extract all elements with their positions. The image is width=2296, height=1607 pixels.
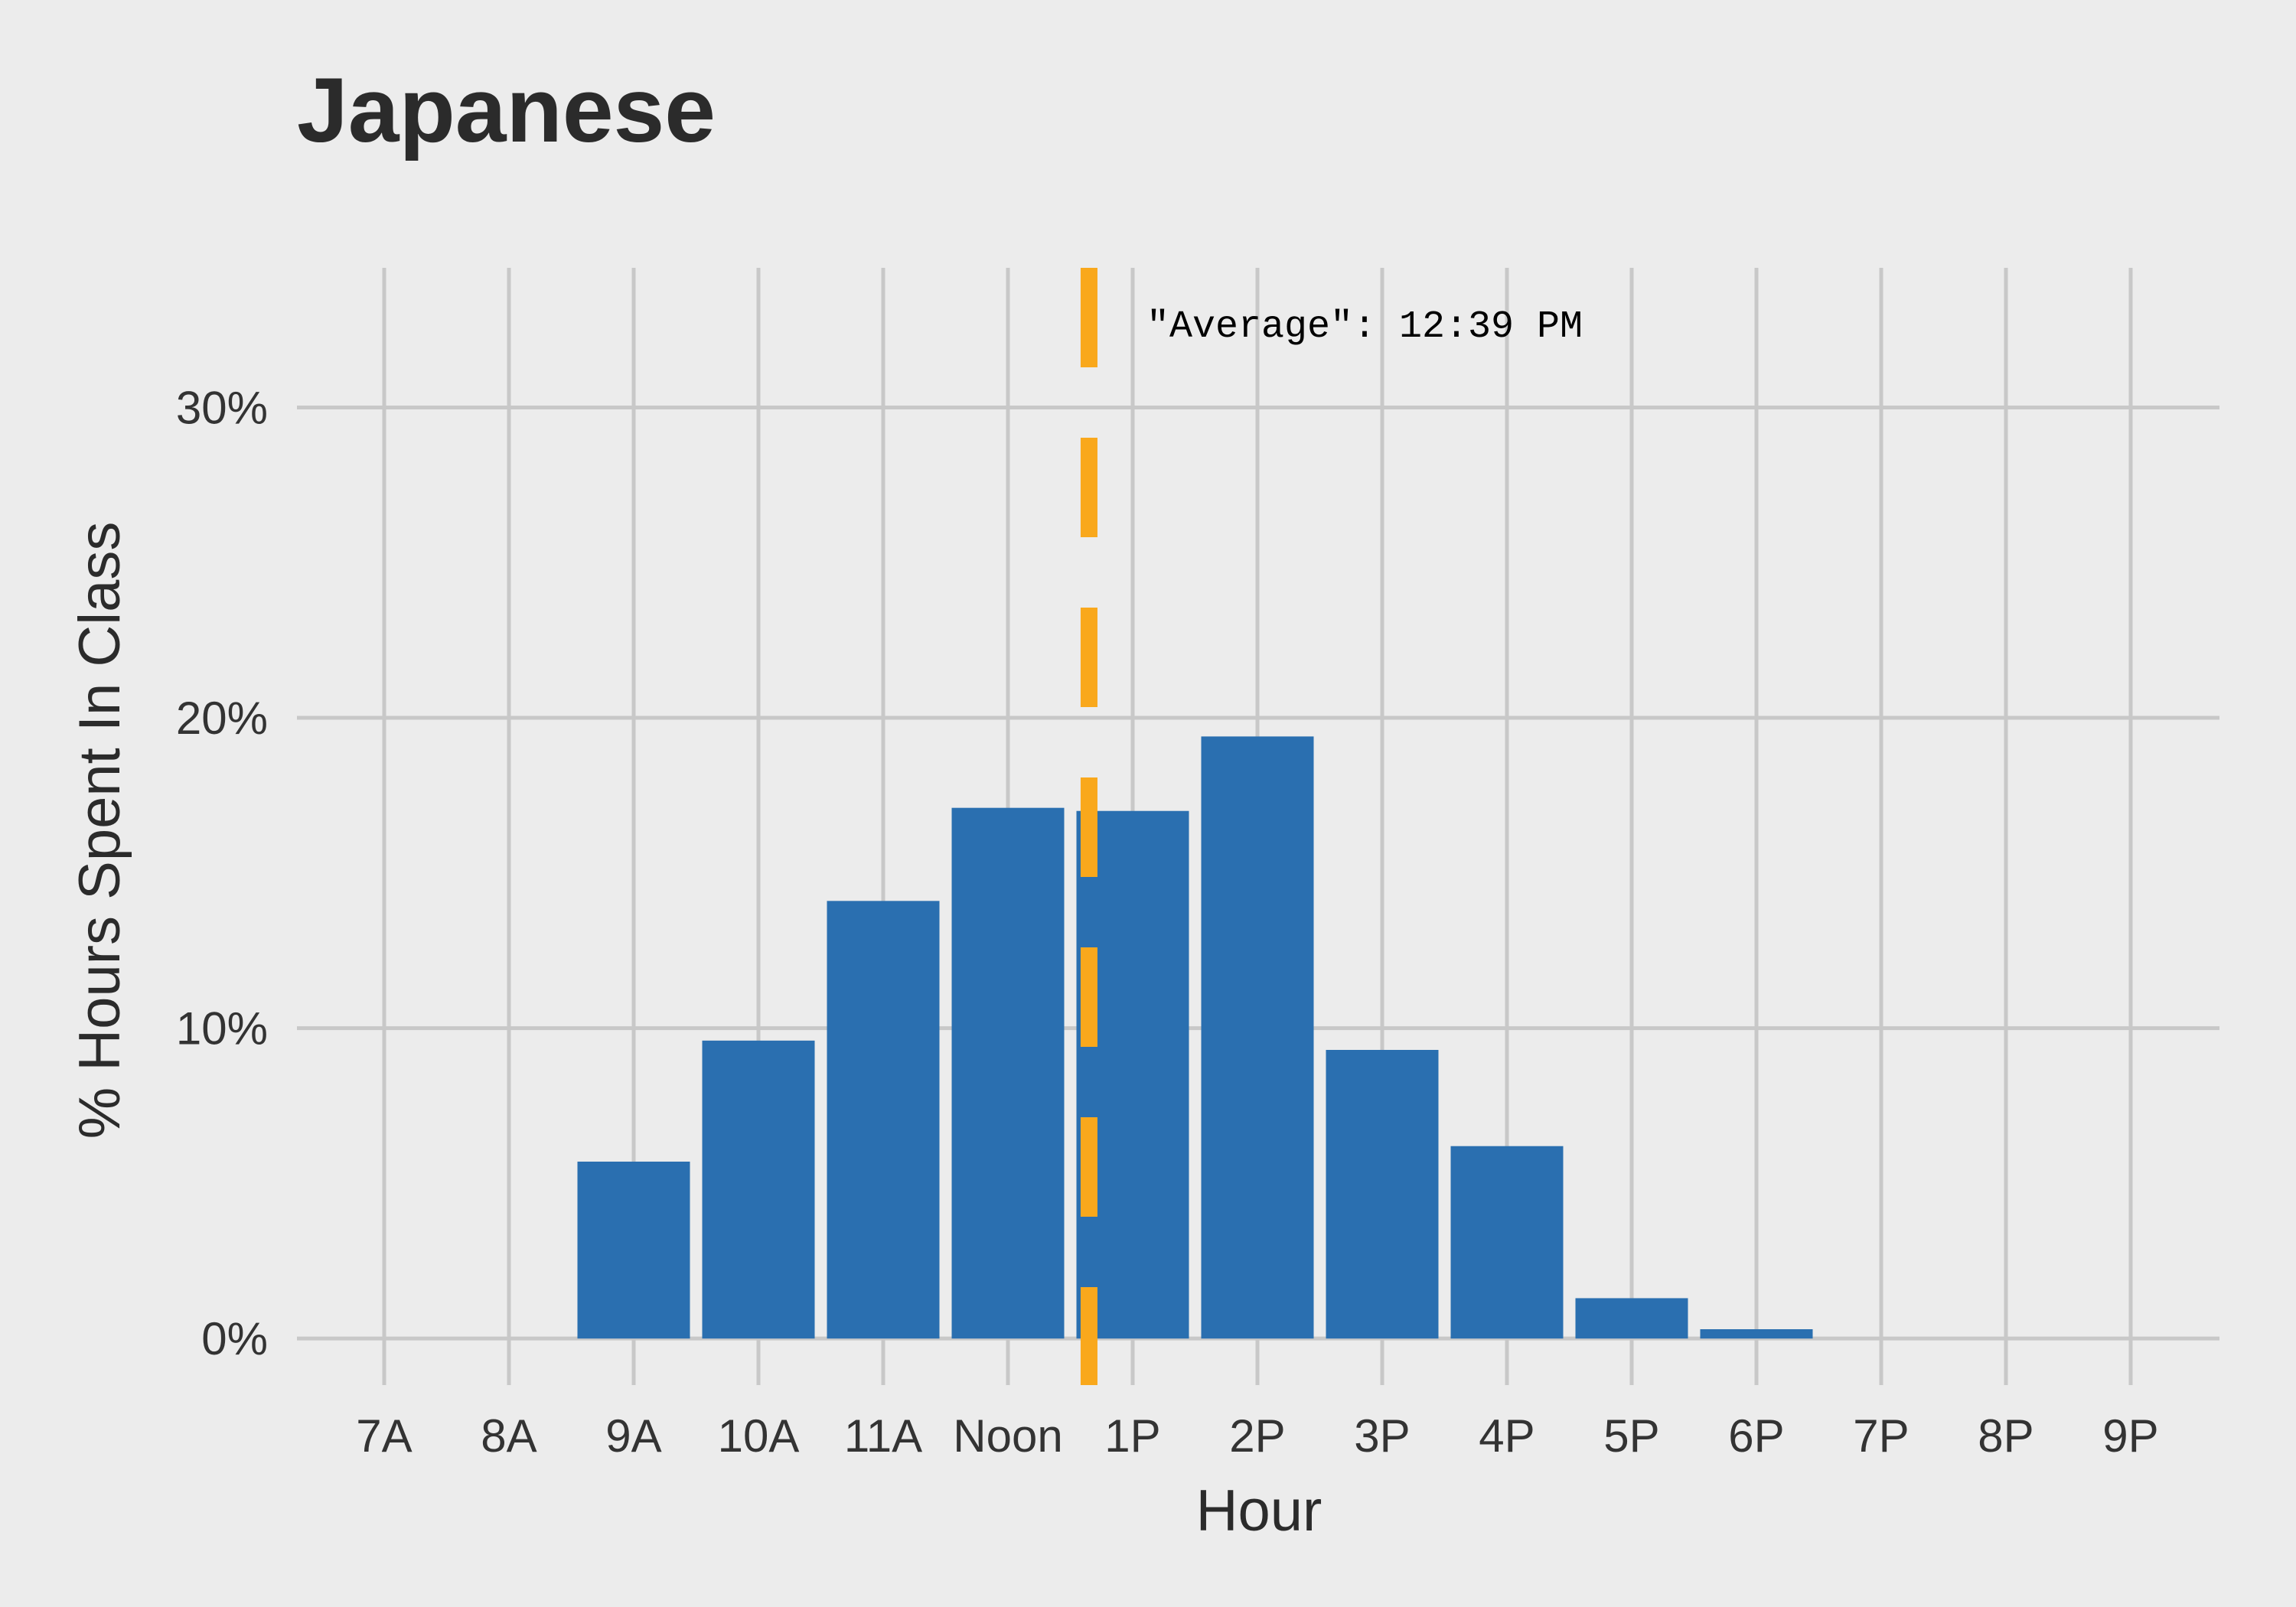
chart-title: Japanese — [297, 59, 716, 161]
bar — [827, 901, 940, 1339]
x-tick-label: 9P — [2102, 1410, 2158, 1462]
bar — [1450, 1146, 1564, 1339]
y-axis-ticks: 0% 10% 20% 30% — [176, 383, 268, 1365]
x-tick-label: 1P — [1104, 1410, 1160, 1462]
bar — [702, 1040, 815, 1339]
x-tick-label: 10A — [718, 1410, 800, 1462]
x-tick-label: 9A — [605, 1410, 661, 1462]
bar — [1326, 1050, 1439, 1339]
bar — [1700, 1329, 1813, 1339]
x-tick-label: 4P — [1479, 1410, 1534, 1462]
x-tick-label: 6P — [1728, 1410, 1784, 1462]
bars — [577, 736, 1813, 1339]
y-tick-label: 20% — [176, 693, 268, 744]
x-tick-label: 7P — [1853, 1410, 1909, 1462]
x-tick-label: 2P — [1229, 1410, 1285, 1462]
x-tick-label: 7A — [356, 1410, 412, 1462]
y-tick-label: 10% — [176, 1003, 268, 1054]
bar — [577, 1162, 690, 1339]
x-axis-ticks: 7A 8A 9A 10A 11A Noon 1P 2P 3P 4P 5P 6P 7P 8P 9P — [356, 1410, 2158, 1462]
y-tick-label: 30% — [176, 383, 268, 434]
bar — [951, 807, 1065, 1339]
x-tick-label: Noon — [953, 1410, 1062, 1462]
average-marker: "Average": 12:39 PM — [1080, 268, 1583, 1385]
x-tick-label: 8P — [1978, 1410, 2033, 1462]
y-tick-label: 0% — [201, 1313, 268, 1364]
bar — [1201, 736, 1314, 1339]
y-axis-title: % Hours Spent In Class — [67, 522, 132, 1139]
average-annotation: "Average": 12:39 PM — [1146, 305, 1583, 349]
bar — [1575, 1298, 1688, 1339]
x-axis-title: Hour — [1196, 1478, 1322, 1543]
x-tick-label: 11A — [844, 1410, 922, 1462]
x-tick-label: 5P — [1603, 1410, 1659, 1462]
x-tick-label: 3P — [1354, 1410, 1410, 1462]
bar — [1076, 810, 1189, 1339]
x-tick-label: 8A — [481, 1410, 536, 1462]
